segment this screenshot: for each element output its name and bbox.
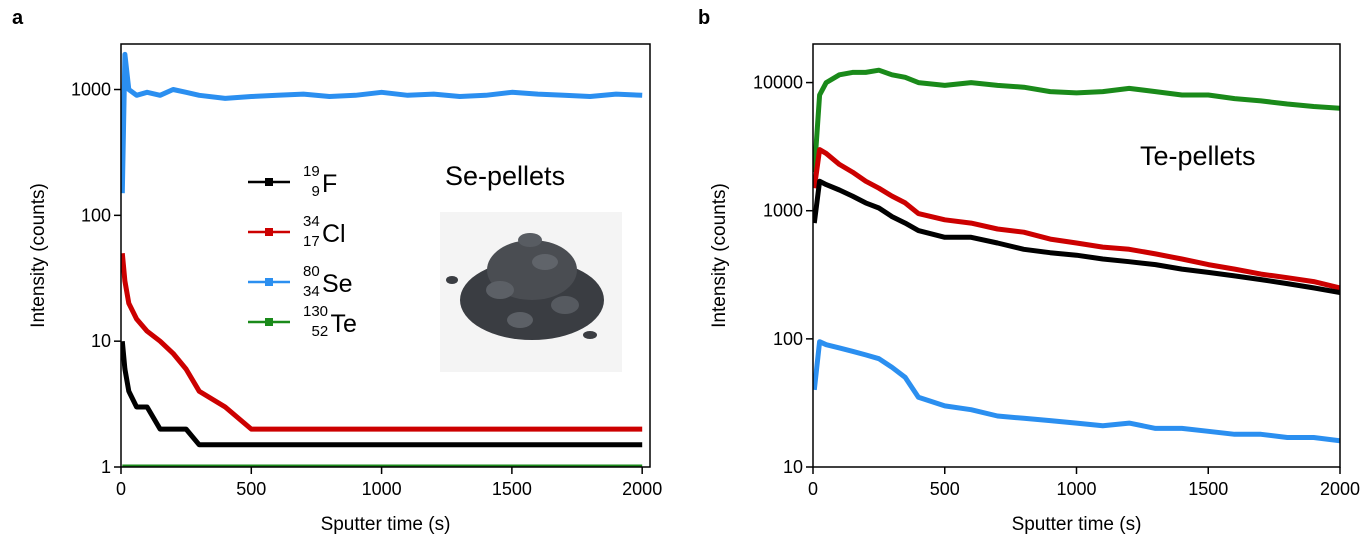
x-tick-label: 500 xyxy=(930,479,960,499)
legend-atomic: 9 xyxy=(312,183,320,200)
x-tick-label: 500 xyxy=(236,479,266,499)
x-axis-label: Sputter time (s) xyxy=(1012,514,1142,535)
plot-frame xyxy=(120,43,651,468)
legend-symbol: Se xyxy=(322,270,353,298)
legend-atomic: 17 xyxy=(303,233,320,250)
pellet-photo xyxy=(440,212,622,372)
legend-mass: 34 xyxy=(303,213,320,230)
x-tick-label: 1500 xyxy=(492,479,532,499)
x-tick-label: 0 xyxy=(116,479,126,499)
y-tick-label: 1 xyxy=(101,457,111,477)
legend-entry: 19 9 F xyxy=(303,163,337,200)
y-axis-label: Intensity (counts) xyxy=(709,183,730,328)
series-line xyxy=(121,51,643,194)
annotation: Se-pellets xyxy=(445,161,565,191)
y-tick-label: 100 xyxy=(773,329,803,349)
legend-mass: 130 xyxy=(303,303,328,320)
series-line xyxy=(813,178,1340,295)
y-tick-label: 100 xyxy=(81,205,111,225)
y-tick-label: 10 xyxy=(91,331,111,351)
series-line xyxy=(121,340,643,448)
series-line xyxy=(813,147,1340,291)
y-tick-label: 10 xyxy=(783,457,803,477)
legend-mass: 80 xyxy=(303,263,320,280)
x-tick-label: 1000 xyxy=(1056,479,1096,499)
legend-mass: 19 xyxy=(303,163,320,180)
legend-entry: 80 34 Se xyxy=(303,263,353,300)
legend-symbol: F xyxy=(322,170,337,198)
x-tick-label: 2000 xyxy=(1320,479,1360,499)
legend-entry: 130 52 Te xyxy=(303,303,357,340)
legend-marker xyxy=(265,228,273,236)
panel-label: b xyxy=(698,7,710,29)
legend-entry: 34 17 Cl xyxy=(303,213,346,250)
y-tick-label: 1000 xyxy=(71,80,111,100)
legend-marker xyxy=(265,278,273,286)
y-tick-label: 1000 xyxy=(763,201,803,221)
legend-marker xyxy=(265,318,273,326)
annotation: Te-pellets xyxy=(1140,141,1256,171)
x-tick-label: 2000 xyxy=(622,479,662,499)
legend-symbol: Cl xyxy=(322,220,346,248)
series-line xyxy=(813,67,1340,173)
x-tick-label: 1000 xyxy=(362,479,402,499)
y-axis-label: Intensity (counts) xyxy=(28,183,49,328)
legend-symbol: Te xyxy=(331,310,357,338)
legend-atomic: 34 xyxy=(303,283,320,300)
series-line xyxy=(813,339,1340,444)
legend-atomic: 52 xyxy=(312,323,329,340)
series-line xyxy=(121,252,643,432)
x-tick-label: 0 xyxy=(808,479,818,499)
x-axis-label: Sputter time (s) xyxy=(321,514,451,535)
panel-label: a xyxy=(12,7,24,29)
y-tick-label: 10000 xyxy=(753,73,803,93)
legend-marker xyxy=(265,178,273,186)
x-tick-label: 1500 xyxy=(1188,479,1228,499)
